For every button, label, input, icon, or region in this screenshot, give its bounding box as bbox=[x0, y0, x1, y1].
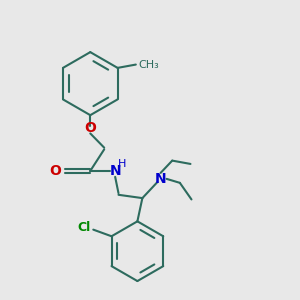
Text: Cl: Cl bbox=[77, 221, 91, 235]
Text: N: N bbox=[155, 172, 167, 186]
Text: O: O bbox=[84, 121, 96, 135]
Text: O: O bbox=[50, 164, 61, 178]
Text: CH₃: CH₃ bbox=[139, 60, 159, 70]
Text: N: N bbox=[109, 164, 121, 178]
Text: H: H bbox=[118, 159, 127, 169]
